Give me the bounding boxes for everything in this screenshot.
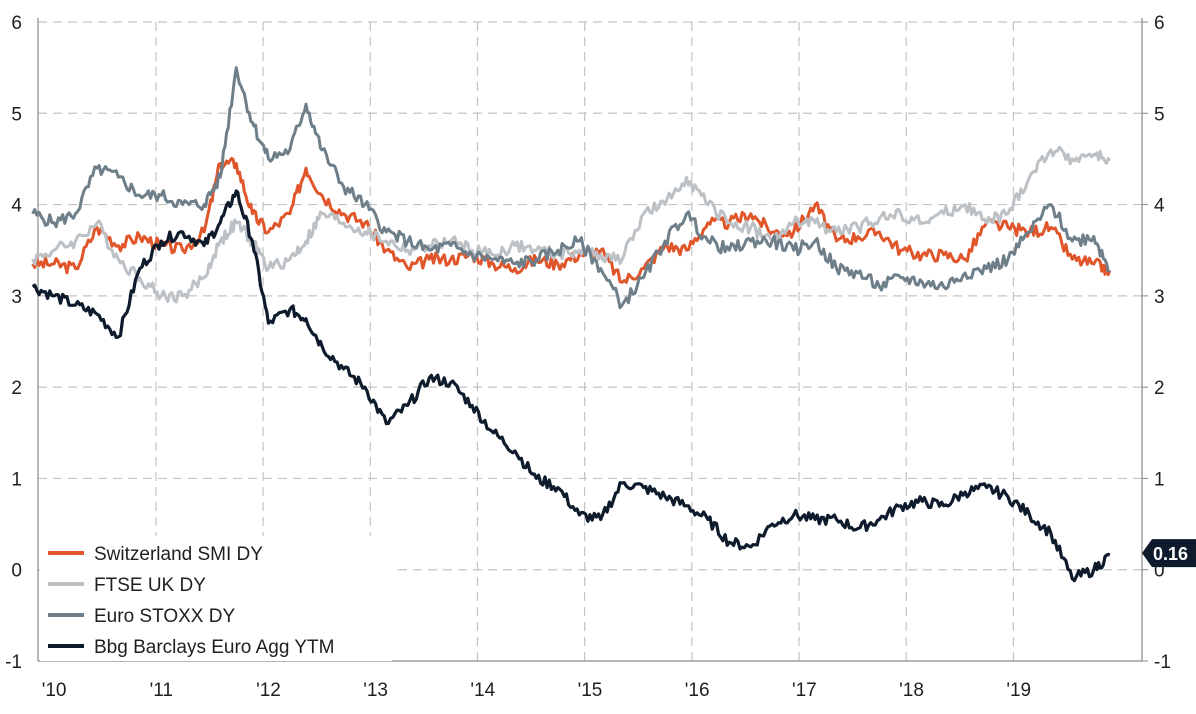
y-right-tick-label: 2 bbox=[1154, 378, 1165, 399]
x-tick-label: '16 bbox=[685, 680, 710, 701]
legend-label: Switzerland SMI DY bbox=[94, 544, 263, 565]
x-tick-label: '11 bbox=[150, 680, 173, 701]
legend-background bbox=[40, 536, 392, 661]
y-left-tick-label: 2 bbox=[11, 378, 22, 399]
y-axis-left: -1 0 1 2 3 4 5 6 bbox=[5, 13, 22, 673]
y-left-tick-label: 0 bbox=[11, 561, 22, 582]
y-left-tick-label: -1 bbox=[5, 652, 22, 673]
y-left-tick-label: 4 bbox=[11, 196, 22, 217]
x-axis: '10 '11 '12 '13 '14 '15 '16 '17 '18 '19 bbox=[42, 680, 1031, 701]
y-left-tick-label: 6 bbox=[11, 13, 22, 34]
series-line-0 bbox=[31, 156, 1112, 284]
x-tick-label: '12 bbox=[256, 680, 281, 701]
y-right-tick-label: 6 bbox=[1154, 13, 1165, 34]
legend: Switzerland SMI DY FTSE UK DY Euro STOXX D… bbox=[40, 536, 392, 661]
y-left-tick-label: 3 bbox=[11, 287, 22, 308]
y-right-tick-label: 5 bbox=[1154, 104, 1165, 125]
y-right-tick-label: 4 bbox=[1154, 196, 1165, 217]
x-tick-label: '15 bbox=[578, 680, 603, 701]
legend-label: Euro STOXX DY bbox=[94, 606, 235, 627]
y-right-tick-label: 1 bbox=[1154, 469, 1165, 490]
grid bbox=[38, 21, 1142, 661]
x-tick-label: '18 bbox=[899, 680, 924, 701]
last-value-label: 0.16 bbox=[1153, 544, 1188, 564]
series-line-1 bbox=[31, 145, 1112, 304]
x-tick-label: '17 bbox=[792, 680, 817, 701]
y-left-tick-label: 5 bbox=[11, 104, 22, 125]
y-left-tick-label: 1 bbox=[11, 469, 22, 490]
y-axis-right: -1 0 1 2 3 4 5 6 bbox=[1154, 13, 1171, 673]
x-tick-label: '13 bbox=[363, 680, 388, 701]
series-layer bbox=[31, 66, 1112, 583]
last-value-badge: 0.16 bbox=[1142, 539, 1196, 568]
y-right-tick-label: 3 bbox=[1154, 287, 1165, 308]
x-tick-label: '19 bbox=[1006, 680, 1031, 701]
y-right-tick-label: 0 bbox=[1154, 561, 1165, 582]
x-tick-label: '14 bbox=[470, 680, 495, 701]
x-tick-label: '10 bbox=[42, 680, 67, 701]
legend-label: Bbg Barclays Euro Agg YTM bbox=[94, 637, 334, 658]
legend-label: FTSE UK DY bbox=[94, 575, 206, 596]
y-right-tick-label: -1 bbox=[1154, 652, 1171, 673]
series-line-2 bbox=[31, 66, 1111, 310]
series-line-3 bbox=[31, 189, 1111, 583]
last-value-badge-shape bbox=[1142, 539, 1196, 568]
